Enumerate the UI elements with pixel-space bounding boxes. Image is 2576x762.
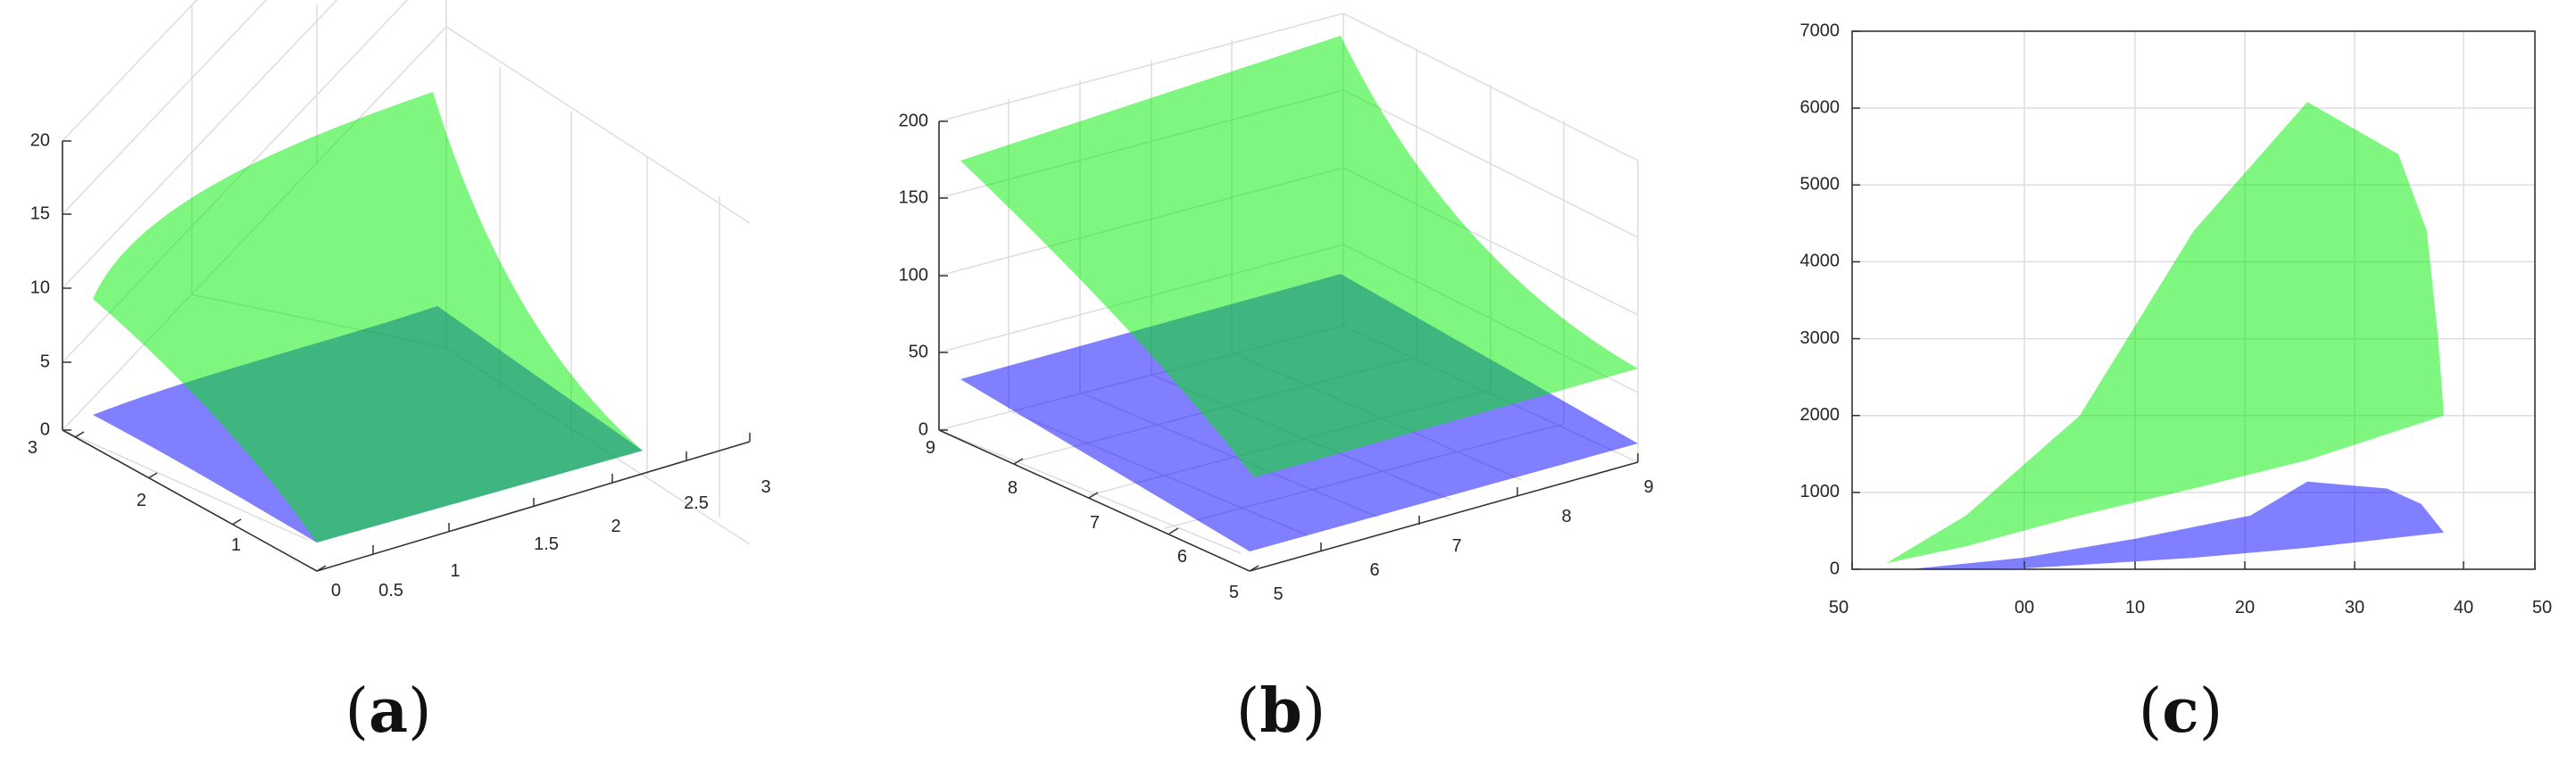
panel-c-y-tick: 1000 (1800, 482, 1841, 501)
panel-c-lower-area (1908, 481, 2444, 569)
panel-a-z-tick: 10 (30, 277, 50, 297)
panel-b-x-tick: 9 (1643, 477, 1653, 497)
panel-b-z-tick: 0 (918, 419, 928, 439)
panel-c-y-tick: 7000 (1800, 21, 1841, 40)
panel-c: 50 00 10 20 30 40 50 0100020003000400050… (1800, 21, 2553, 747)
panel-c-y-tick: 2000 (1800, 405, 1841, 425)
panel-a-x-tick: 1 (450, 561, 460, 581)
panel-a-z-tick: 0 (40, 419, 50, 439)
panel-c-areas (1886, 102, 2444, 569)
panel-a-z-tick-labels: 20 15 10 5 0 (30, 130, 50, 439)
panel-b-x-tick: 7 (1451, 536, 1461, 556)
panel-a-y-tick: 0 (331, 581, 341, 600)
panel-a-y-tick: 2 (137, 491, 146, 510)
panel-b-upper-surface (960, 36, 1638, 477)
panel-a-upper-surface (93, 92, 643, 543)
panel-b-x-tick: 5 (1273, 584, 1283, 604)
panel-a-x-tick: 2.5 (684, 493, 709, 513)
panel-a-z-tick: 5 (40, 352, 50, 371)
panel-c-y-tick: 3000 (1800, 328, 1841, 348)
panel-c-x-tick: 00 (2015, 598, 2034, 617)
panel-c-y-tick-labels: 0 1000 2000 3000 4000 5000 6000 7000 (1800, 21, 1841, 578)
panel-a-x-tick: 3 (760, 477, 770, 497)
panel-c-y-tick: 4000 (1800, 252, 1841, 271)
panel-a-x-tick: 2 (611, 517, 620, 536)
panel-a-x-tick: 1.5 (534, 534, 559, 554)
panel-b-y-axis (938, 429, 1251, 572)
panel-b-x-tick-labels: 5 6 7 8 9 (1273, 477, 1653, 604)
panel-c-x-tick: 20 (2235, 598, 2255, 617)
panel-b-y-tick-labels: 9 8 7 6 5 (926, 438, 1239, 602)
panel-c-x-tick: 40 (2454, 598, 2473, 617)
panel-c-upper-area (1886, 102, 2444, 564)
panel-b-y-tick: 8 (1008, 478, 1018, 498)
panel-a-y-tick: 3 (28, 438, 37, 458)
panel-c-ticks (1851, 30, 2536, 570)
panel-b-z-tick: 50 (909, 342, 928, 361)
panel-c-y-tick: 5000 (1800, 175, 1841, 195)
panel-c-x-tick-labels: 50 00 10 20 30 40 50 (1829, 598, 2552, 617)
panel-b-z-tick: 100 (899, 265, 928, 285)
panel-c-x-tick: 50 (1829, 598, 1849, 617)
panel-a-y-tick-labels: 3 2 1 0 (28, 438, 341, 600)
panel-b: 200 150 100 50 0 9 8 7 6 5 5 6 7 8 9 (b) (899, 12, 1654, 747)
panel-a-caption: (a) (345, 675, 431, 747)
panel-b-y-tick: 7 (1090, 513, 1100, 533)
panel-c-y-tick: 0 (1830, 559, 1840, 578)
panel-a-y-tick: 1 (231, 535, 241, 555)
panel-a-y-axis (62, 429, 318, 572)
panel-c-x-tick: 10 (2125, 598, 2145, 617)
panel-a-z-tick: 20 (30, 130, 50, 150)
panel-b-y-tick: 6 (1177, 547, 1187, 567)
panel-a-z-tick: 15 (30, 203, 50, 223)
panel-c-plot-box (1851, 30, 2536, 570)
panel-b-x-axis (1249, 461, 1639, 572)
panel-b-z-tick: 150 (899, 187, 928, 207)
panel-a: 20 15 10 5 0 3 2 1 0 0.5 1 1.5 2 2.5 3 (… (28, 0, 771, 747)
panel-b-z-tick: 200 (899, 111, 928, 130)
panel-c-caption: (c) (2139, 675, 2223, 747)
panel-b-y-tick: 9 (926, 438, 935, 458)
panel-b-y-tick: 5 (1229, 583, 1239, 602)
panel-b-x-tick: 8 (1561, 507, 1571, 526)
panel-c-x-tick: 50 (2532, 598, 2552, 617)
panel-c-x-tick: 30 (2345, 598, 2364, 617)
panel-b-caption: (b) (1236, 675, 1326, 747)
panel-b-z-tick-labels: 200 150 100 50 0 (899, 111, 928, 439)
panel-b-x-tick: 6 (1369, 560, 1379, 580)
panel-a-x-tick-labels: 0.5 1 1.5 2 2.5 3 (378, 477, 770, 600)
panel-c-y-tick: 6000 (1800, 97, 1841, 117)
panel-a-x-tick: 0.5 (378, 581, 403, 600)
